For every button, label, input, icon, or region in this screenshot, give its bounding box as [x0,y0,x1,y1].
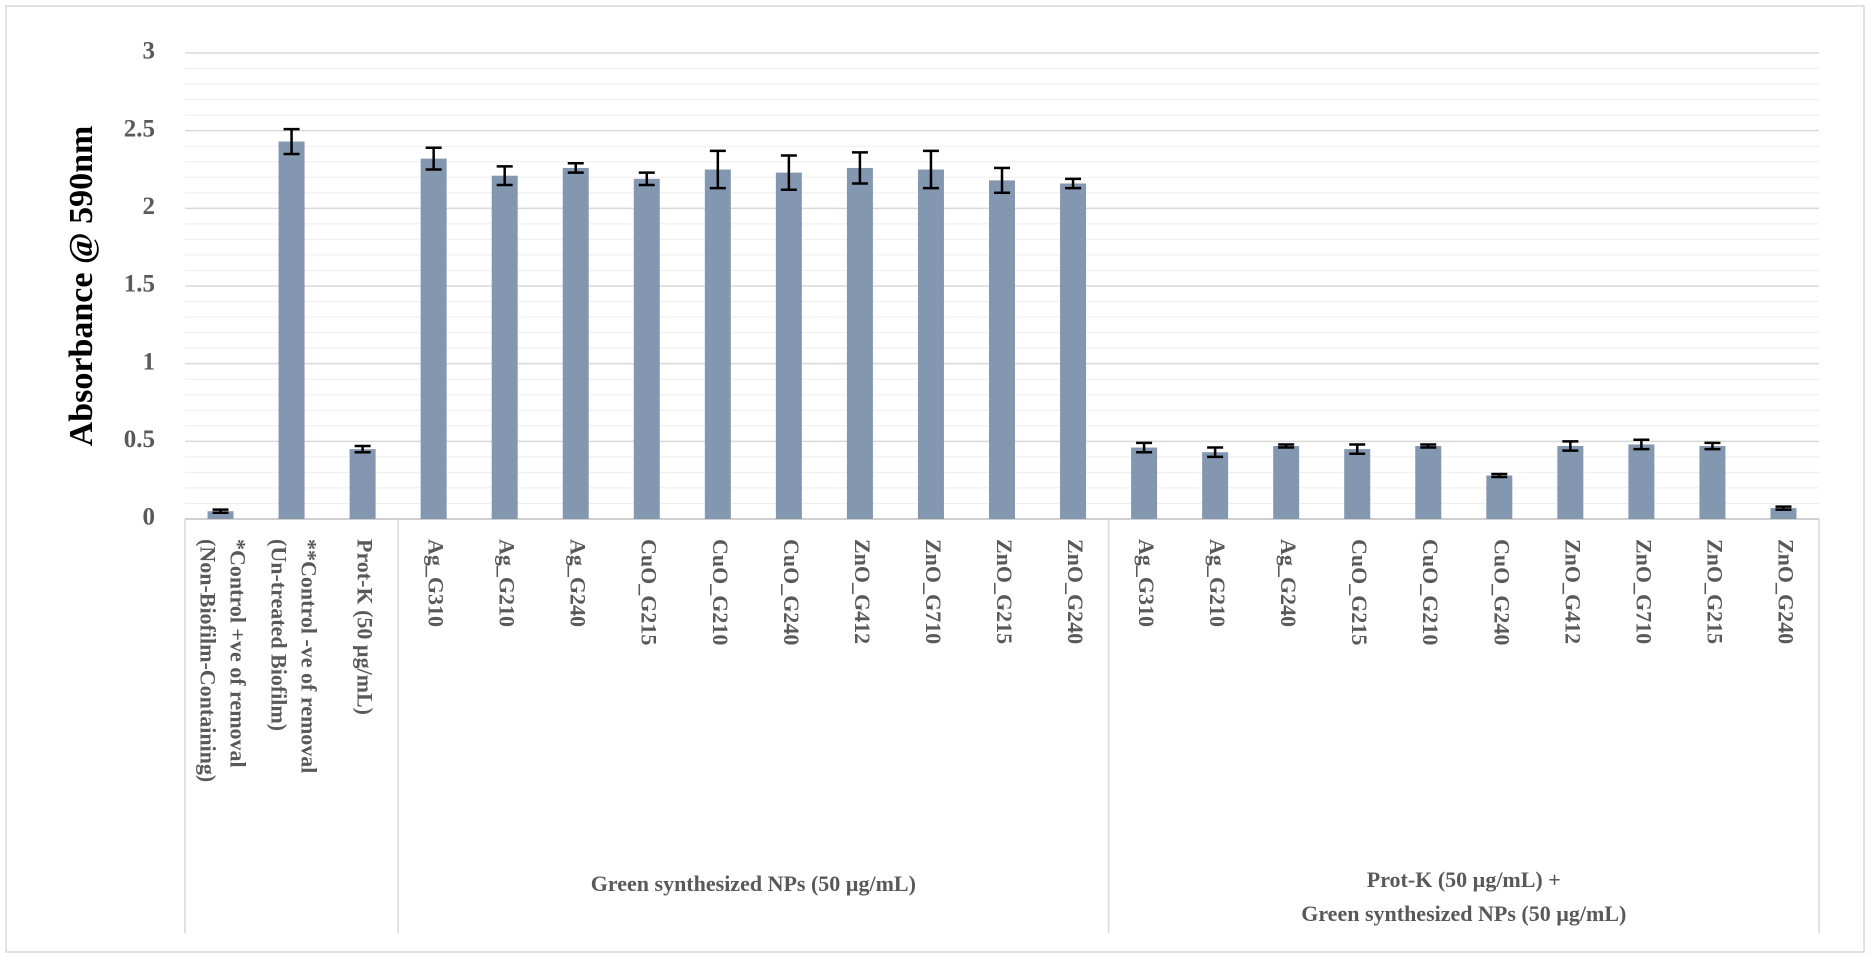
error-bar [851,151,868,185]
bar [207,511,234,519]
bar [1770,508,1797,519]
x-tick-label: ZnO_G215 [992,539,1017,644]
bar [491,175,518,520]
error-bar [994,166,1010,195]
bar [349,449,376,519]
bar [1486,475,1513,519]
error-bar [709,149,726,190]
bar [704,169,731,519]
x-tick-label: ZnO_G215 [1702,539,1727,644]
error-bar [1420,443,1437,449]
error-bar [1775,505,1792,511]
bar [1273,445,1300,519]
bar [1699,445,1726,519]
x-tick-label: CuO_G210 [708,539,733,645]
y-tick-label: 0.5 [124,426,155,453]
x-tick-label: **Control -ve of removal [297,539,322,773]
x-tick-label: CuO_G240 [1489,539,1514,645]
bar [989,180,1015,519]
y-tick-label: 0 [143,504,156,531]
error-bar [638,171,655,187]
x-tick-label: Ag_G310 [1134,539,1159,627]
x-tick-label: ZnO_G710 [1631,539,1656,644]
x-tick-label: Ag_G210 [1205,539,1230,627]
error-bar [1633,438,1650,451]
error-bar [1207,446,1224,459]
x-tick-label: Ag_G210 [495,539,520,627]
bar [1344,449,1371,519]
x-tick-label: CuO_G240 [779,539,804,645]
error-bar [283,127,300,156]
x-tick-label: ZnO_G240 [1773,539,1798,644]
error-bar [425,146,442,171]
bar [1557,445,1584,519]
y-tick-label: 2.5 [124,115,155,142]
x-tick-label: *Control +ve of removal [225,539,250,768]
group-label: Prot-K (50 µg/mL) + [1367,867,1561,892]
bar [846,167,873,520]
bar [775,172,802,519]
error-bar [212,508,229,515]
error-bar [354,444,371,454]
error-bar [1562,440,1579,452]
x-tick-label: Ag_G310 [424,539,449,627]
x-tick-label: (Non-Biofilm-Containing) [195,539,220,782]
error-bar [780,154,797,191]
error-bar [567,162,584,174]
x-tick-label: CuO_G215 [1347,539,1372,645]
y-tick-label: 2 [143,193,156,220]
x-tick-label: ZnO_G710 [921,539,946,644]
y-tick-label: 1.5 [124,271,155,298]
y-tick-label: 3 [143,38,156,65]
bar [1202,452,1229,519]
bar [1628,444,1655,519]
error-bar [1136,441,1153,454]
bar [1415,445,1442,519]
x-tick-label: (Un-treated Biofilm) [267,539,292,731]
y-axis-title: Absorbance @ 590nm [63,126,100,447]
bar [562,167,589,520]
error-bar [1491,472,1508,479]
x-tick-label: CuO_G210 [1418,539,1443,645]
group-label: Green synthesized NPs (50 µg/mL) [1301,901,1626,926]
error-bar [1065,177,1082,190]
error-bar [922,149,939,190]
y-tick-label: 1 [143,348,156,375]
error-bar [1704,441,1721,451]
bar [420,158,447,520]
x-tick-label: CuO_G215 [637,539,662,645]
x-tick-label: ZnO_G412 [850,539,875,644]
x-tick-label: Ag_G240 [566,539,591,627]
bar [1060,183,1087,520]
error-bar [1349,443,1366,456]
bar [917,169,944,519]
x-tick-label: Prot-K (50 µg/mL) [353,539,378,715]
bar [1131,447,1158,519]
x-tick-label: Ag_G240 [1276,539,1301,627]
group-label: Green synthesized NPs (50 µg/mL) [591,871,916,896]
bar [633,178,660,519]
error-bar [1278,443,1295,449]
bar [278,141,305,520]
error-bar [496,165,513,187]
x-tick-label: ZnO_G412 [1560,539,1585,644]
x-tick-label: ZnO_G240 [1063,539,1088,644]
